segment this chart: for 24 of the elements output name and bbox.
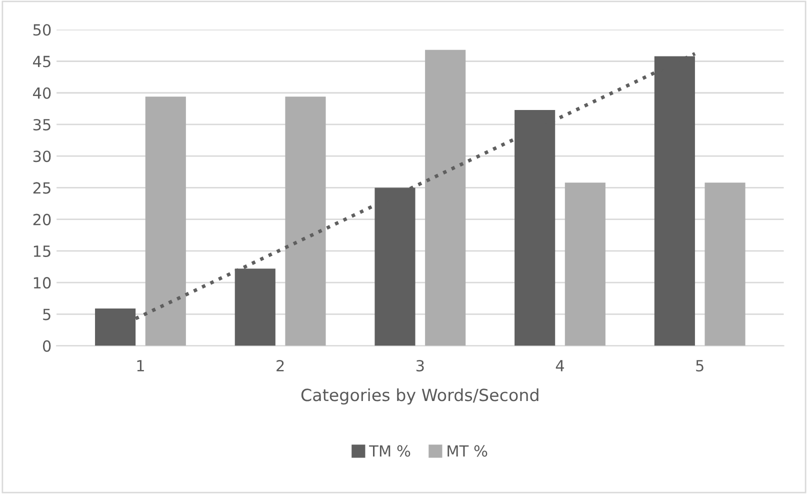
legend-label: MT % xyxy=(448,445,488,457)
y-tick-label: 5 xyxy=(43,308,50,320)
x-tick-label: 1 xyxy=(137,360,144,372)
y-tick-label: 45 xyxy=(33,56,50,68)
bar xyxy=(285,96,326,346)
x-axis-title: Categories by Words/Second xyxy=(301,388,538,404)
x-tick-label: 5 xyxy=(696,360,704,372)
bar xyxy=(425,50,466,346)
bar xyxy=(704,182,746,346)
y-tick-label: 10 xyxy=(34,277,51,289)
x-tick-label: 2 xyxy=(276,360,284,372)
y-tick-label: 30 xyxy=(33,150,51,162)
bar xyxy=(564,182,606,346)
y-tick-label: 0 xyxy=(42,340,51,352)
bar xyxy=(145,96,186,346)
y-tick-label: 35 xyxy=(33,118,50,131)
x-tick-label: 4 xyxy=(556,360,564,372)
y-tick-label: 20 xyxy=(33,214,51,226)
y-tick-label: 40 xyxy=(33,87,51,99)
y-tick-label: 50 xyxy=(33,24,51,36)
y-tick-label: 15 xyxy=(34,246,50,257)
y-tick-label: 25 xyxy=(33,182,50,194)
x-tick-label: 3 xyxy=(416,360,424,372)
legend-label: TM % xyxy=(369,445,410,457)
